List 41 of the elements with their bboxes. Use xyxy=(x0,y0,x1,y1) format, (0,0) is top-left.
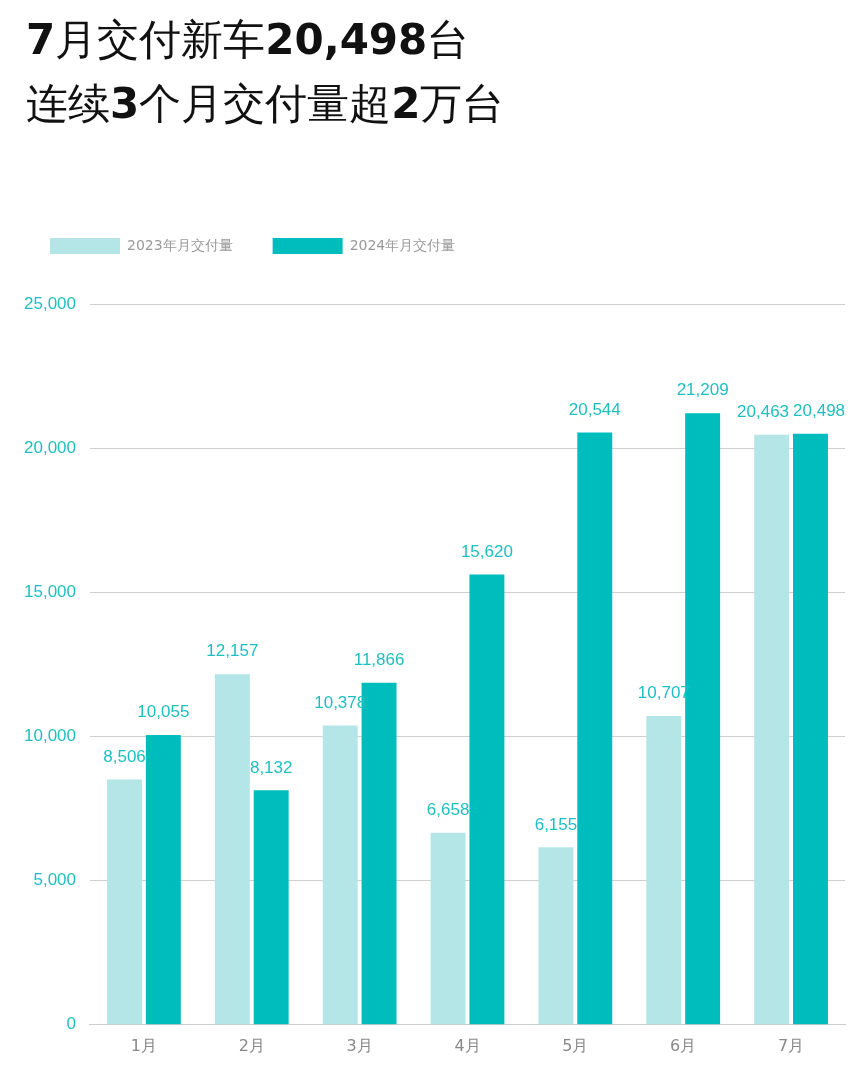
data-label: 20,463 xyxy=(737,402,790,421)
bar xyxy=(214,674,250,1025)
y-tick-label: 20,000 xyxy=(24,437,76,457)
x-tick-label: 2月 xyxy=(238,1035,265,1055)
x-tick-label: 3月 xyxy=(346,1035,373,1055)
x-tick-label: 1月 xyxy=(130,1035,158,1055)
bar xyxy=(322,725,358,1025)
chart-subtitle: 连续3个月交付量超2万台 xyxy=(25,78,506,130)
data-label: 21,209 xyxy=(676,380,729,400)
data-label: 10,055 xyxy=(137,702,190,722)
y-tick-label: 5,000 xyxy=(33,870,76,890)
bar xyxy=(253,790,289,1025)
data-label: 8,506 xyxy=(103,746,146,766)
data-label: 11,866 xyxy=(353,649,405,669)
legend-label: 2023年月交付量 xyxy=(127,236,233,253)
bar xyxy=(107,779,142,1025)
bar xyxy=(754,434,790,1025)
y-tick-label: 0 xyxy=(66,1014,76,1034)
y-tick-label: 25,000 xyxy=(24,293,76,313)
x-tick-label: 6月 xyxy=(670,1035,697,1055)
bar xyxy=(538,847,574,1025)
data-label: 12,157 xyxy=(206,641,259,661)
data-label: 20,544 xyxy=(568,399,621,419)
x-tick-label: 5月 xyxy=(562,1035,589,1055)
x-tick-label: 7月 xyxy=(777,1035,805,1055)
bar xyxy=(469,574,505,1025)
bar xyxy=(430,832,466,1025)
y-tick-label: 10,000 xyxy=(24,726,76,746)
data-label: 6,155 xyxy=(534,814,578,834)
data-label: 20,498 xyxy=(793,400,846,420)
bar xyxy=(646,716,682,1025)
chart-title: 7月交付新车20,498台 xyxy=(25,14,471,66)
bar xyxy=(145,734,181,1025)
y-tick-label: 15,000 xyxy=(24,582,76,602)
bar xyxy=(577,432,613,1025)
bar xyxy=(793,433,828,1025)
legend-label: 2024年月交付量 xyxy=(349,236,456,253)
data-label: 15,620 xyxy=(460,541,513,561)
x-tick-label: 4月 xyxy=(454,1035,481,1055)
data-label: 6,658 xyxy=(426,800,470,820)
data-label: 8,132 xyxy=(249,757,293,777)
